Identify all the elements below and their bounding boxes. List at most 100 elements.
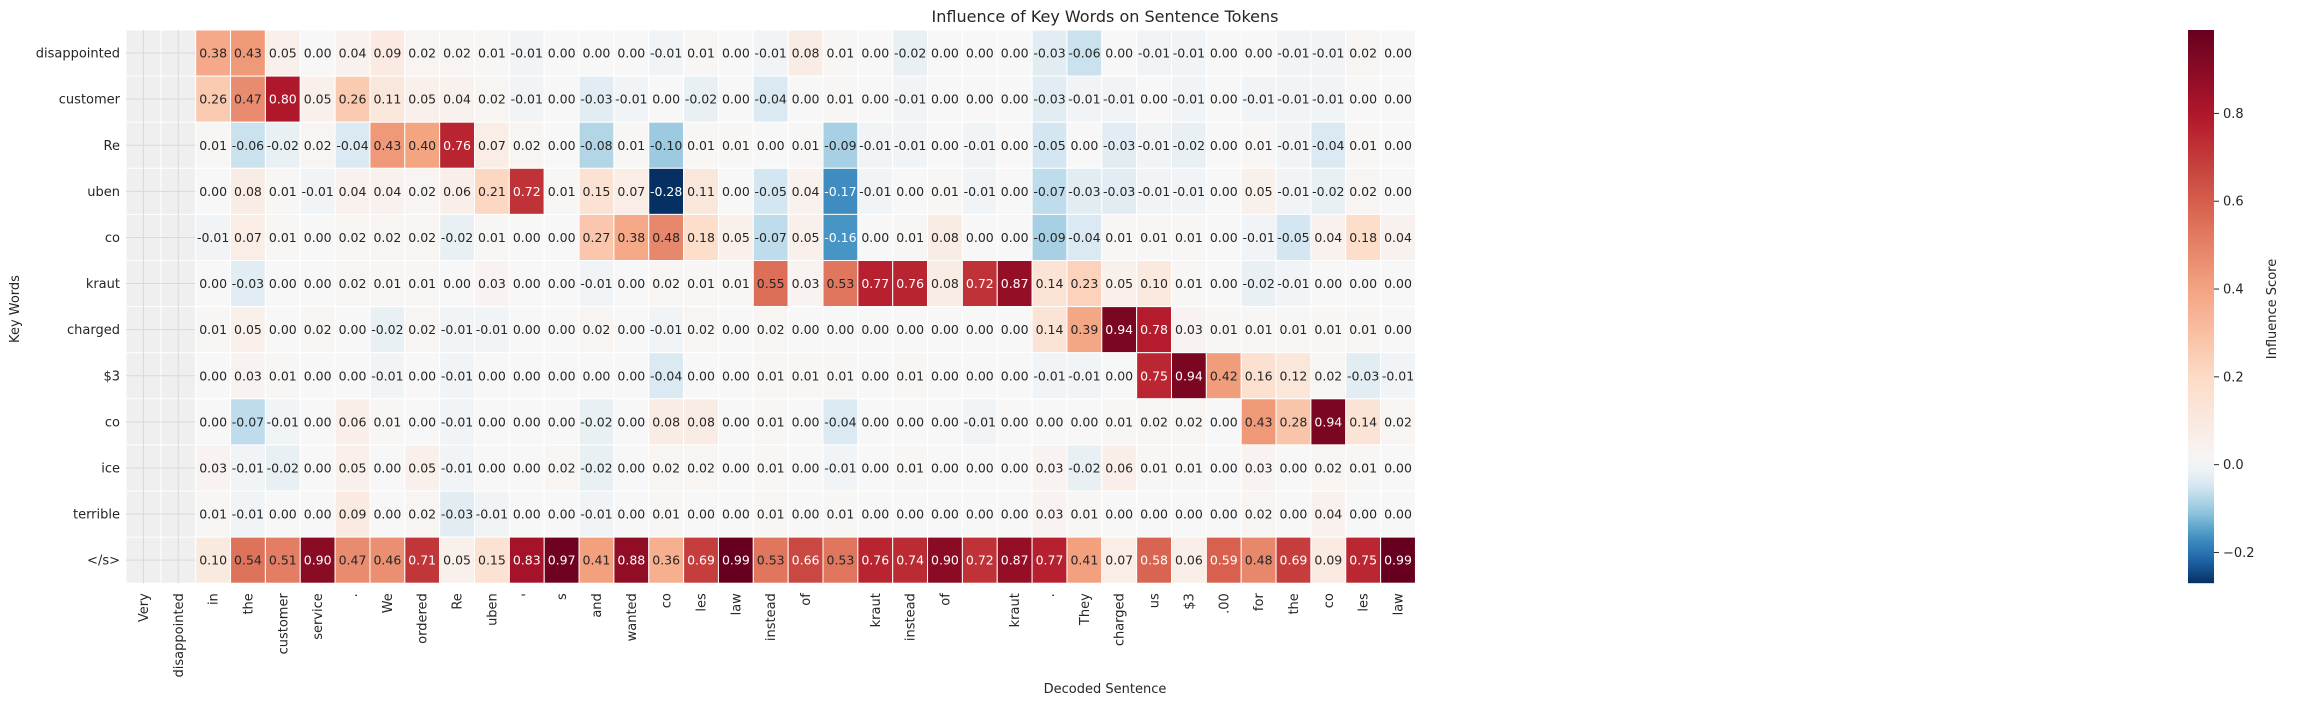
colorbar: −0.2 0.0 0.2 0.4 0.6 0.8 (2188, 30, 2255, 584)
cell-value-label: -0.02 (580, 460, 612, 475)
cell-value-label: 0.38 (617, 230, 645, 245)
cell-value-label: 0.02 (513, 138, 541, 153)
cell-value-label: 0.09 (373, 46, 401, 61)
cell-value-label: -0.07 (755, 230, 787, 245)
heatmap-cell (299, 213, 336, 261)
cell-value-label: 0.00 (861, 507, 889, 522)
heatmap-cell (1380, 352, 1416, 400)
heatmap-cell (683, 398, 719, 446)
cell-value-label: 0.15 (583, 184, 611, 199)
heatmap-cell (717, 306, 754, 354)
cell-value-label: 0.47 (234, 92, 262, 107)
cell-value-label: 0.01 (1349, 460, 1377, 475)
cell-value-label: 0.75 (1349, 553, 1377, 568)
cell-value-label: 0.04 (339, 184, 367, 199)
cell-value-label: 0.03 (1036, 460, 1064, 475)
cell-value-label: 0.01 (757, 507, 785, 522)
heatmap-cell (1345, 352, 1382, 400)
heatmap-cell (1275, 213, 1312, 261)
cell-value-label: 0.00 (1105, 368, 1133, 383)
heatmap-cell (1205, 536, 1242, 584)
heatmap-cell (822, 167, 859, 215)
cell-value-label: 0.00 (1070, 414, 1098, 429)
cell-value-label: 0.02 (1314, 460, 1342, 475)
cell-value-label: -0.01 (1173, 92, 1205, 107)
heatmap-cell (1171, 352, 1207, 400)
heatmap-cell (752, 398, 789, 446)
cell-value-label: 0.00 (1384, 322, 1412, 337)
cell-value-label: 0.43 (373, 138, 401, 153)
cell-value-label: 0.00 (931, 322, 959, 337)
heatmap-cell (1310, 167, 1347, 215)
cell-value-label: 0.18 (687, 230, 715, 245)
cell-value-label: 0.05 (443, 553, 471, 568)
cell-value-label: -0.02 (267, 460, 299, 475)
cell-value-label: 0.05 (1105, 276, 1133, 291)
cell-value-label: 0.00 (548, 46, 576, 61)
heatmap-plot: 0.38 0.43 0.05 0.00 0.04 0.09 0.02 0.02 0.01 -0.0… (36, 29, 1416, 677)
column-tick-label: kraut (1008, 593, 1023, 627)
cell-value-label: -0.02 (1242, 276, 1274, 291)
cell-value-label: 0.02 (757, 322, 785, 337)
cell-value-label: 0.77 (1036, 553, 1064, 568)
cell-value-label: 0.01 (687, 46, 715, 61)
cell-value-label: 0.02 (1384, 414, 1412, 429)
cell-value-label: 0.01 (757, 460, 785, 475)
cell-value-label: 0.01 (1175, 230, 1203, 245)
cell-value-label: 0.03 (1175, 322, 1203, 337)
cell-value-label: 0.27 (583, 230, 611, 245)
cell-value-label: 0.05 (792, 230, 820, 245)
cell-value-label: 0.10 (1140, 276, 1168, 291)
cell-value-label: 0.00 (722, 414, 750, 429)
heatmap-cell (1275, 536, 1312, 584)
heatmap-cell (752, 444, 789, 492)
cell-value-label: 0.36 (652, 553, 680, 568)
column-tick-label: co (660, 593, 675, 608)
heatmap-cell (717, 213, 754, 261)
cell-value-label: 0.00 (1140, 92, 1168, 107)
heatmap-cell (195, 306, 232, 354)
cell-value-label: -0.03 (1033, 46, 1065, 61)
heatmap-cell (1240, 29, 1277, 77)
heatmap-cell (961, 306, 998, 354)
heatmap-cell (892, 536, 929, 584)
cell-value-label: 0.02 (1314, 368, 1342, 383)
cell-value-label: 0.02 (1349, 46, 1377, 61)
cell-value-label: 0.01 (687, 276, 715, 291)
cell-value-label: 0.00 (687, 368, 715, 383)
cell-value-label: 0.05 (339, 460, 367, 475)
heatmap-cell (857, 352, 894, 400)
cell-value-label: -0.04 (1312, 138, 1344, 153)
cell-value-label: 0.02 (373, 230, 401, 245)
cell-value-label: 0.00 (617, 460, 645, 475)
cell-value-label: 0.00 (687, 507, 715, 522)
heatmap-cell (1205, 121, 1242, 169)
heatmap-cell (1205, 213, 1242, 261)
cell-value-label: 0.00 (652, 92, 680, 107)
cell-value-label: -0.01 (1068, 368, 1100, 383)
row-tick-label: Re (104, 139, 120, 154)
cell-value-label: -0.02 (1068, 460, 1100, 475)
cell-value-label: 0.14 (1036, 276, 1064, 291)
heatmap-cell (1275, 398, 1312, 446)
cell-value-label: 0.05 (234, 322, 262, 337)
cell-value-label: 0.00 (1001, 460, 1029, 475)
heatmap-cell (822, 352, 859, 400)
cell-value-label: 0.00 (269, 507, 297, 522)
cell-value-label: 0.04 (1314, 230, 1342, 245)
cell-value-label: 0.02 (548, 460, 576, 475)
cell-value-label: 0.00 (1349, 276, 1377, 291)
cell-value-label: -0.01 (232, 507, 264, 522)
cell-value-label: -0.08 (580, 138, 612, 153)
cell-value-label: 0.00 (931, 414, 959, 429)
column-tick-label: wanted (625, 593, 640, 641)
heatmap-cell (543, 75, 580, 123)
cell-value-label: 0.02 (408, 322, 436, 337)
cell-value-label: 0.08 (931, 276, 959, 291)
heatmap-cell (927, 536, 963, 584)
cell-value-label: 0.00 (548, 276, 576, 291)
cell-value-label: 0.00 (1105, 46, 1133, 61)
cell-value-label: 0.41 (1070, 553, 1098, 568)
heatmap-cell (1136, 490, 1173, 538)
cell-value-label: 0.00 (861, 414, 889, 429)
